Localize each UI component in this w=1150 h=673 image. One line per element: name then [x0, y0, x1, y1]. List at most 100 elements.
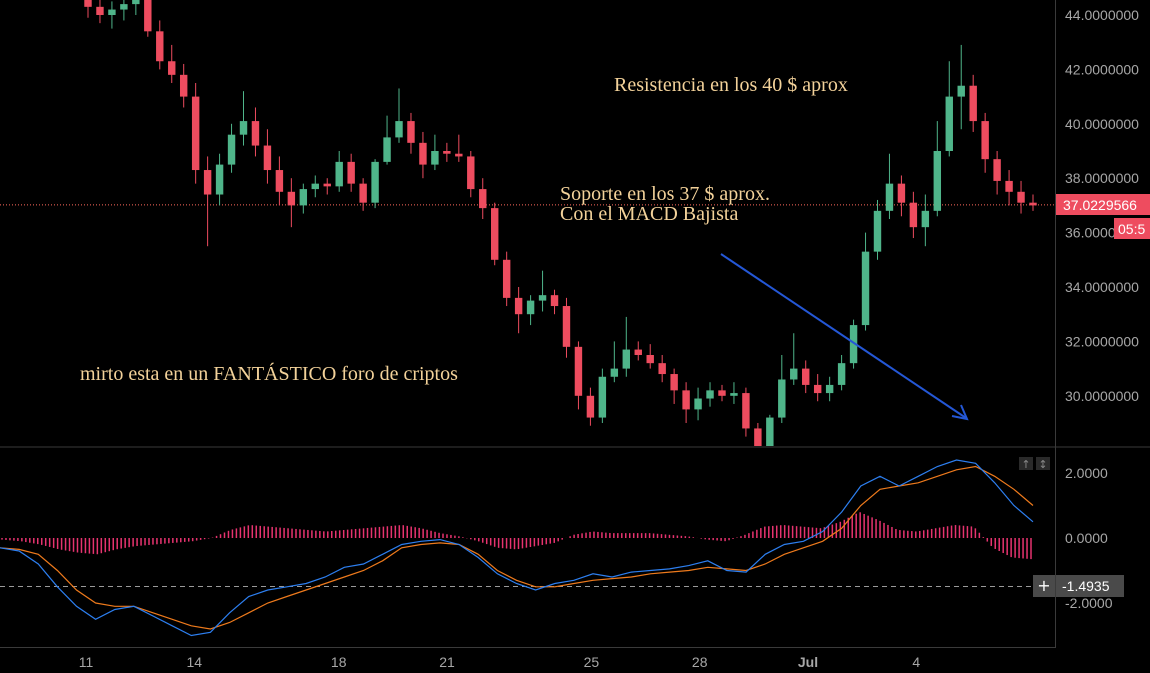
time-axis[interactable]: 11 14 18 21 25 28 Jul 4 [79, 654, 921, 670]
candle [682, 382, 690, 423]
candle [969, 74, 977, 132]
candle [670, 368, 678, 404]
candle [311, 175, 319, 198]
candle [275, 156, 284, 206]
candle [766, 414, 774, 446]
candle [132, 0, 140, 15]
candle [323, 178, 331, 195]
candle [730, 382, 738, 404]
crosshair-value: -1.4935 [1062, 578, 1110, 594]
candle [921, 194, 930, 247]
candle [885, 153, 894, 219]
price-tick-label: 30.0000000 [1065, 388, 1139, 404]
candle [933, 121, 942, 217]
candle [287, 178, 296, 228]
countdown-value: 05:5 [1118, 221, 1145, 237]
candle [813, 374, 822, 402]
forum-annotation[interactable]: mirto esta en un FANTÁSTICO foro de crip… [80, 362, 458, 385]
candle [706, 382, 714, 407]
candle [622, 316, 630, 377]
candle [359, 178, 367, 211]
candle [479, 178, 487, 219]
current-price-value: 37.0229566 [1063, 197, 1137, 213]
candle [790, 333, 798, 385]
time-tick-label: 28 [692, 654, 708, 670]
crosshair-add-button[interactable]: + [1033, 575, 1055, 597]
time-tick-label: 18 [331, 654, 347, 670]
macd-line [0, 459, 1034, 637]
arrow-up-icon: ↑ [1021, 458, 1030, 471]
candle [538, 270, 547, 312]
candle [144, 0, 152, 37]
collapse-icon: ↕ [1038, 458, 1047, 471]
candle [562, 297, 571, 358]
trend-arrow[interactable] [720, 253, 969, 421]
candle [993, 151, 1001, 195]
macd-tick-label: 2.0000 [1065, 465, 1108, 481]
price-panel[interactable]: 44.0000000 42.0000000 40.0000000 38.0000000… [0, 0, 1150, 446]
macd-histogram [1, 512, 1032, 560]
candle [239, 91, 248, 146]
candle [981, 112, 989, 173]
countdown-tag: 05:5 [1114, 218, 1150, 239]
candle [514, 287, 523, 334]
candle [347, 153, 355, 192]
support-annotation-line2[interactable]: Con el MACD Bajista [560, 203, 738, 225]
candle [802, 360, 810, 394]
candle [84, 0, 92, 18]
candle [191, 83, 200, 184]
resistance-annotation[interactable]: Resistencia en los 40 $ aprox [614, 74, 848, 96]
candle [156, 20, 164, 70]
current-price-tag: 37.0229566 [1056, 194, 1150, 215]
support-annotation-line1[interactable]: Soporte en los 37 $ aprox. [560, 183, 770, 205]
candle [96, 0, 104, 24]
candle [598, 368, 607, 423]
candle [431, 134, 439, 171]
crosshair-value-tag: -1.4935 [1056, 575, 1124, 597]
candle [108, 1, 116, 29]
price-tick-label: 44.0000000 [1065, 7, 1139, 23]
price-tick-label: 38.0000000 [1065, 170, 1139, 186]
candle [383, 115, 391, 165]
candlestick-series [84, 0, 1037, 446]
candle [754, 423, 762, 446]
macd-tick-label: -2.0000 [1065, 595, 1113, 611]
panel-move-up-button[interactable]: ↑ [1019, 457, 1033, 471]
candle [215, 153, 224, 206]
macd-tick-label: 0.0000 [1065, 530, 1108, 546]
macd-axis[interactable]: 2.0000 0.0000 -2.0000 [1065, 465, 1113, 611]
candle [873, 199, 882, 260]
time-tick-label: Jul [798, 654, 818, 670]
price-tick-label: 32.0000000 [1065, 333, 1139, 349]
panel-collapse-button[interactable]: ↕ [1036, 457, 1050, 471]
time-tick-label: 14 [187, 654, 203, 670]
macd-panel[interactable]: 2.0000 0.0000 -2.0000 ↑ ↕ + -1.4935 [0, 457, 1124, 637]
candle [168, 44, 176, 83]
candle [179, 63, 188, 108]
candle [550, 289, 559, 315]
candle [227, 123, 236, 173]
candle [825, 376, 834, 402]
candle [203, 156, 212, 247]
candle [610, 341, 619, 383]
price-tick-label: 42.0000000 [1065, 61, 1139, 77]
candle [849, 319, 858, 369]
candle [491, 202, 499, 266]
time-tick-label: 4 [912, 654, 920, 670]
candle [718, 384, 726, 402]
candle [1029, 194, 1037, 211]
candle [335, 151, 343, 192]
candle [251, 107, 260, 157]
candle [574, 341, 583, 410]
candle [909, 191, 918, 239]
candle [1017, 180, 1025, 214]
candle [897, 175, 906, 217]
candle [837, 355, 846, 391]
candle [443, 142, 451, 162]
candle [299, 183, 308, 214]
price-tick-label: 34.0000000 [1065, 279, 1139, 295]
candle [778, 355, 786, 423]
candle [407, 112, 415, 154]
